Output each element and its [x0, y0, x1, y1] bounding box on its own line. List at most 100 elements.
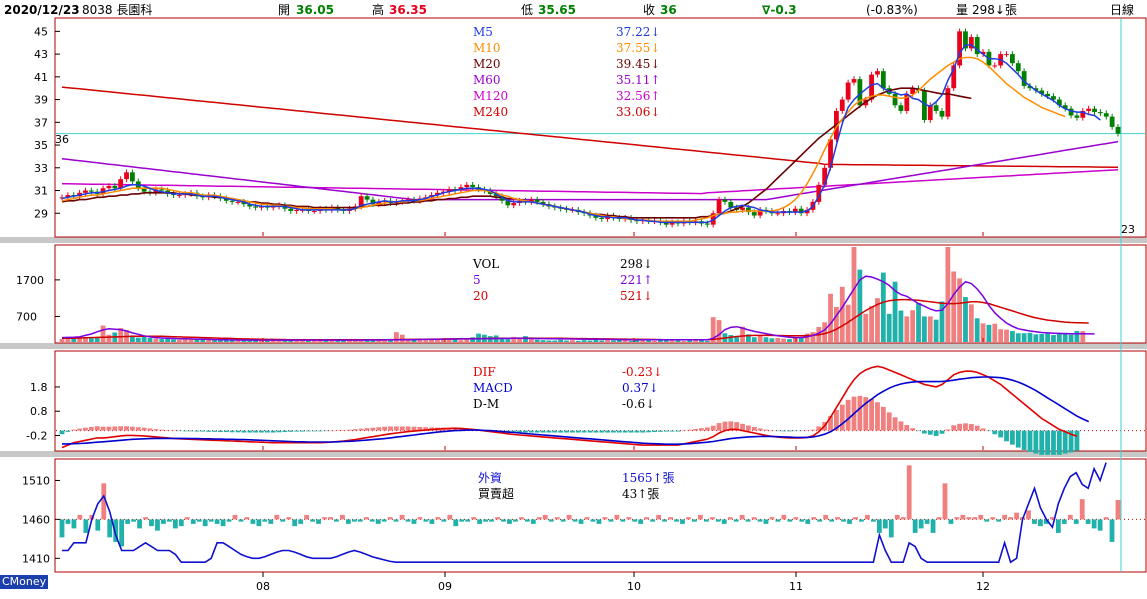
candle-body	[875, 71, 880, 75]
net-buy-bar	[781, 514, 787, 520]
candle-body	[1021, 71, 1027, 86]
candle-body	[1033, 88, 1039, 91]
candle-body	[963, 31, 968, 49]
volume-bar	[1056, 333, 1062, 342]
net-buy-bar	[471, 517, 477, 520]
net-buy-bar	[453, 519, 459, 527]
volume-bar	[452, 339, 458, 342]
y-tick-label: -0.2	[26, 429, 47, 442]
net-buy-bar	[757, 519, 763, 522]
candle-body	[880, 71, 886, 89]
legend-ma120-name: M120	[473, 89, 508, 103]
candle-body	[335, 207, 341, 210]
volume-bar	[382, 339, 388, 342]
volume-bar	[458, 340, 464, 342]
volume-bar	[411, 339, 417, 342]
y-tick-label: 33	[34, 162, 48, 175]
candle-body	[493, 193, 499, 197]
candle-body	[1051, 96, 1056, 100]
y-tick-label: 1.8	[30, 381, 48, 394]
panel-separator[interactable]	[0, 237, 1147, 243]
candle-body	[974, 37, 980, 55]
net-buy-bar	[340, 514, 345, 520]
ma60-line	[61, 140, 1119, 201]
panel-separator[interactable]	[0, 343, 1147, 349]
net-buy-bar	[727, 517, 733, 520]
volume-bar	[634, 339, 640, 342]
dm-bar	[235, 430, 241, 433]
panel-separator[interactable]	[0, 451, 1147, 457]
dm-bar	[323, 430, 329, 432]
volume-bar	[922, 316, 927, 342]
net-buy-bar	[477, 519, 483, 524]
dm-bar	[212, 430, 217, 432]
dm-bar	[910, 428, 916, 431]
price-legend: M5 37.22↓ M10 37.55↓ M20 39.45↓ M60 35.1…	[473, 25, 660, 119]
net-buy-bar	[811, 517, 817, 520]
dm-bar	[710, 425, 716, 431]
candle-body	[957, 31, 962, 66]
dm-bar	[388, 426, 393, 431]
volume-bar	[933, 319, 939, 342]
net-buy-bar	[316, 519, 321, 524]
net-buy-bar	[769, 517, 775, 520]
dm-bar	[575, 430, 581, 433]
volume-bar	[998, 329, 1004, 342]
volume-bar	[1062, 332, 1068, 342]
candle-body	[311, 210, 317, 212]
dm-bar	[188, 430, 194, 432]
net-buy-bar	[674, 519, 679, 522]
volume-bar	[511, 336, 517, 342]
dm-bar	[218, 430, 223, 433]
x-tick-label: 09	[438, 580, 452, 593]
net-buy-bar	[459, 519, 465, 522]
net-buy-bar	[960, 514, 966, 520]
dm-bar	[968, 424, 974, 431]
dm-bar	[88, 426, 94, 431]
dm-bar	[317, 430, 323, 432]
volume-bar	[992, 323, 998, 342]
dm-bar	[270, 430, 276, 433]
volume-bar	[370, 340, 376, 342]
net-buy-bar	[1014, 512, 1019, 520]
header-period[interactable]: 日線	[1110, 2, 1134, 17]
volume-bar	[886, 313, 892, 342]
dm-bar	[652, 430, 657, 433]
candle-body	[83, 190, 88, 193]
y-tick-label: 1700	[16, 274, 44, 287]
net-buy-bar	[662, 519, 667, 522]
net-buy-bar	[357, 519, 363, 522]
dm-bar	[1004, 430, 1009, 442]
net-buy-bar	[859, 519, 864, 522]
dm-bar	[452, 428, 458, 431]
candle-body	[904, 93, 910, 111]
net-buy-bar	[345, 519, 351, 524]
header-close-label: 收	[643, 3, 655, 17]
net-buy-bar	[59, 519, 65, 538]
candle-body	[159, 189, 165, 191]
dm-bar	[106, 426, 112, 431]
net-buy-bar	[1038, 519, 1043, 527]
header-close-value: 36	[660, 3, 677, 17]
dm-bar	[182, 430, 188, 432]
dm-bar	[704, 427, 710, 431]
foreign-panel: 1510 1460 1410	[22, 462, 1146, 565]
dm-bar	[675, 430, 681, 432]
price-panel: 45 43 41 39 37 35 33 31 29	[34, 25, 1146, 228]
candle-body	[927, 105, 933, 121]
dm-bar	[411, 426, 417, 431]
net-buy-bar	[172, 519, 178, 529]
dm-bar	[646, 430, 652, 433]
dm-bar	[399, 426, 405, 431]
dm-bar	[130, 426, 135, 431]
volume-panel-frame	[54, 244, 1147, 344]
net-buy-bar	[656, 514, 662, 520]
bar-count-label: 23	[1121, 223, 1135, 236]
candle-body	[124, 172, 129, 180]
net-buy-bar	[196, 519, 202, 522]
y-tick-label: 43	[34, 48, 48, 61]
dm-bar	[1015, 430, 1021, 448]
volume-bar	[798, 337, 804, 342]
legend-ma5-name: M5	[473, 25, 493, 39]
net-buy-bar	[954, 517, 960, 520]
